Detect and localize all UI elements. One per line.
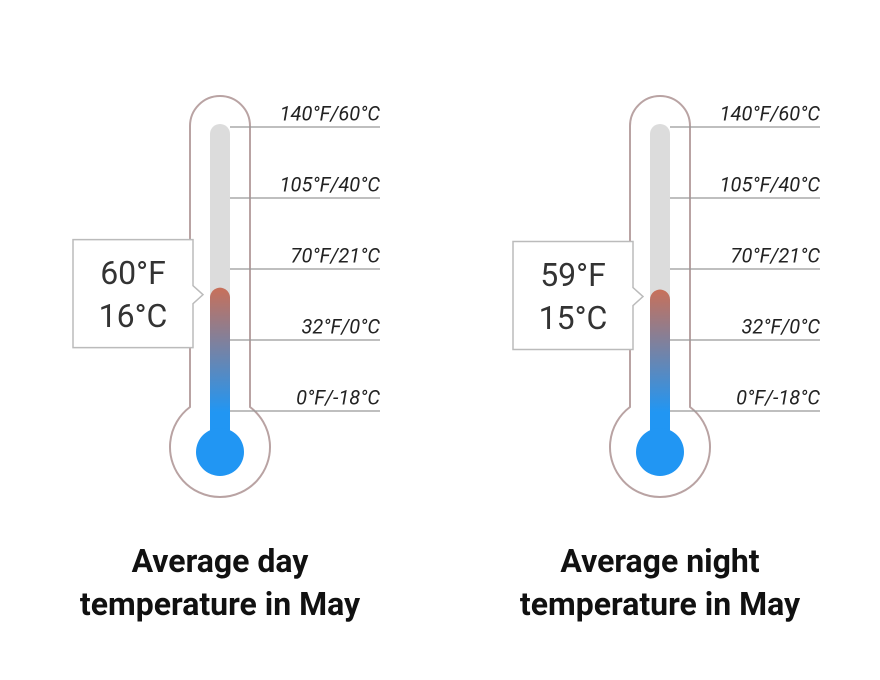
callout-box [72,238,205,349]
tick-label: 0°F/-18°C [296,385,380,409]
temperature-fill [650,289,670,450]
bulb-fill [636,428,684,476]
tick-label: 32°F/0°C [741,314,820,338]
thermometer-title: Average night temperature in May [519,542,801,623]
value-label-f: 60°F [100,254,166,292]
bulb-fill [196,428,244,476]
tick-label: 0°F/-18°C [736,385,820,409]
value-label-c: 16°C [99,297,168,335]
value-label-c: 15°C [539,299,608,337]
tick-label: 32°F/0°C [301,314,380,338]
thermometer-title: Average day temperature in May [79,542,361,623]
tick-label: 140°F/60°C [720,101,821,125]
tick-label: 105°F/40°C [280,172,381,196]
tick-label: 105°F/40°C [720,172,821,196]
value-label-f: 59°F [540,256,606,294]
tick-label: 140°F/60°C [280,101,381,125]
temperature-fill [210,287,230,450]
callout-box [512,240,645,351]
tick-label: 70°F/21°C [731,243,821,267]
tick-label: 70°F/21°C [291,243,381,267]
